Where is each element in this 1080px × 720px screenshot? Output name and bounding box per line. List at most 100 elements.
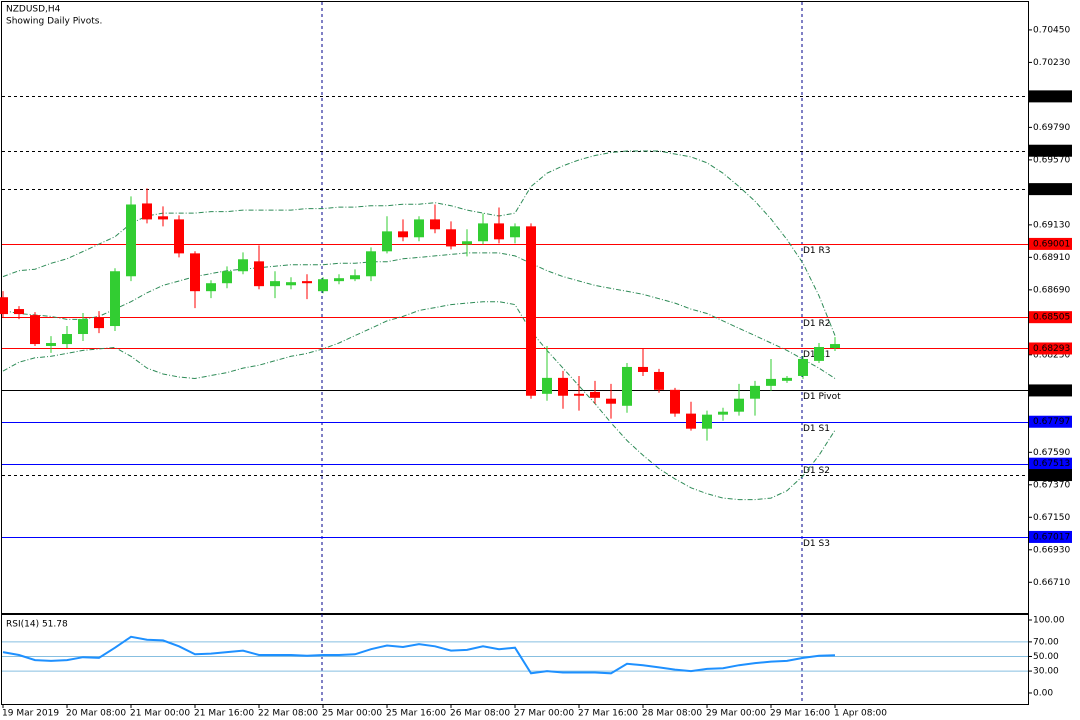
level-name: D1 S1: [803, 424, 830, 434]
y-tick-label: 50.00: [1033, 652, 1059, 662]
y-tick-label: 0.66930: [1033, 545, 1070, 555]
candle-body: [270, 281, 280, 287]
candle-body: [126, 204, 136, 277]
candle-body: [318, 279, 328, 292]
candle-body: [606, 398, 616, 404]
candle-body: [142, 203, 152, 220]
candle-body: [350, 275, 360, 280]
y-tick-label: 0.70230: [1033, 58, 1070, 68]
x-tick-label: 22 Mar 08:00: [258, 709, 318, 719]
candle-body: [510, 226, 520, 238]
candle-body: [638, 366, 648, 372]
level-price-box: [1029, 384, 1072, 397]
candle-body: [302, 281, 312, 284]
x-tick-label: 21 Mar 16:00: [194, 709, 254, 719]
level-price-label: 0.67017: [1033, 532, 1070, 542]
candle-body: [46, 343, 56, 346]
candle-body: [366, 251, 376, 277]
candle-body: [222, 271, 232, 284]
level-price-label: 0.67513: [1033, 459, 1070, 469]
candle-body: [0, 297, 8, 315]
candle-body: [110, 271, 120, 327]
level-price-box: [1029, 342, 1072, 355]
level-price-label: 0.69001: [1033, 239, 1070, 249]
y-tick-label: 0.00: [1033, 688, 1053, 698]
candle-body: [718, 411, 728, 415]
level-price-box: [1029, 469, 1072, 482]
y-tick-label: 0.68250: [1033, 350, 1070, 360]
level-price-label: 0.68293: [1033, 344, 1070, 354]
chart-title: NZDUSD,H4: [6, 5, 61, 15]
y-tick-label: 0.69570: [1033, 155, 1070, 165]
y-tick-label: 30.00: [1033, 667, 1059, 677]
candle-body: [14, 309, 24, 315]
x-tick-label: 27 Mar 00:00: [514, 709, 574, 719]
candle-body: [478, 223, 488, 242]
y-tick-label: 0.67590: [1033, 448, 1070, 458]
candle-body: [174, 219, 184, 254]
y-tick-label: 0.67150: [1033, 513, 1070, 523]
level-name: D1 Pivot: [803, 392, 841, 402]
x-tick-label: 25 Mar 16:00: [386, 709, 446, 719]
band-middle: [2, 252, 836, 379]
candle-body: [94, 317, 104, 329]
level-price-box: [1029, 415, 1072, 428]
level-name: D1 S3: [803, 539, 830, 549]
candle-body: [750, 385, 760, 399]
candle-body: [526, 226, 536, 396]
x-tick-label: 25 Mar 00:00: [322, 709, 382, 719]
x-tick-label: 27 Mar 16:00: [578, 709, 638, 719]
candle-body: [398, 231, 408, 238]
candle-body: [654, 371, 664, 390]
candle-body: [414, 219, 424, 238]
candle-body: [62, 334, 72, 345]
x-tick-label: 29 Mar 00:00: [706, 709, 766, 719]
candle-body: [254, 261, 264, 287]
y-tick-label: 0.67370: [1033, 480, 1070, 490]
rsi-title: RSI(14) 51.78: [6, 620, 68, 630]
level-price-box: [1029, 530, 1072, 543]
level-price-box: [1029, 144, 1072, 157]
level-price-label: 0.68505: [1033, 313, 1070, 323]
candle-body: [782, 377, 792, 381]
candle-body: [190, 253, 200, 292]
chart-subtitle: Showing Daily Pivots.: [6, 17, 102, 27]
level-price-label: 0.67797: [1033, 417, 1070, 427]
level-price-label: 0.67436: [1033, 471, 1070, 481]
x-tick-label: 20 Mar 08:00: [66, 709, 126, 719]
y-tick-label: 0.68910: [1033, 253, 1070, 263]
y-tick-label: 0.69130: [1033, 220, 1070, 230]
level-name: D1 R2: [803, 319, 831, 329]
y-tick-label: 100.00: [1033, 615, 1065, 625]
x-tick-label: 19 Mar 2019: [2, 709, 59, 719]
candle-body: [590, 391, 600, 398]
level-price-box: [1029, 311, 1072, 324]
candle-body: [574, 393, 584, 396]
x-tick-label: 26 Mar 08:00: [450, 709, 510, 719]
candle-body: [462, 241, 472, 245]
y-tick-label: 0.68690: [1033, 285, 1070, 295]
candle-body: [830, 344, 840, 349]
candle-body: [494, 223, 504, 240]
candle-body: [238, 259, 248, 272]
candle-body: [78, 319, 88, 335]
level-price-box: [1029, 183, 1072, 196]
candle-body: [206, 283, 216, 292]
candle-body: [814, 347, 824, 361]
candle-body: [686, 413, 696, 429]
level-name: D1 R3: [803, 246, 831, 256]
level-price-box: [1029, 90, 1072, 103]
x-tick-label: 28 Mar 08:00: [642, 709, 702, 719]
candle-body: [430, 219, 440, 230]
level-price-label: 0.69372: [1033, 185, 1070, 195]
y-tick-label: 0.69790: [1033, 123, 1070, 133]
candle-body: [670, 389, 680, 414]
x-tick-label: 1 Apr 08:00: [834, 709, 887, 719]
candle-body: [558, 377, 568, 396]
candle-body: [734, 398, 744, 412]
candle-body: [542, 377, 552, 394]
y-tick-label: 0.66710: [1033, 578, 1070, 588]
candle-body: [30, 315, 40, 345]
